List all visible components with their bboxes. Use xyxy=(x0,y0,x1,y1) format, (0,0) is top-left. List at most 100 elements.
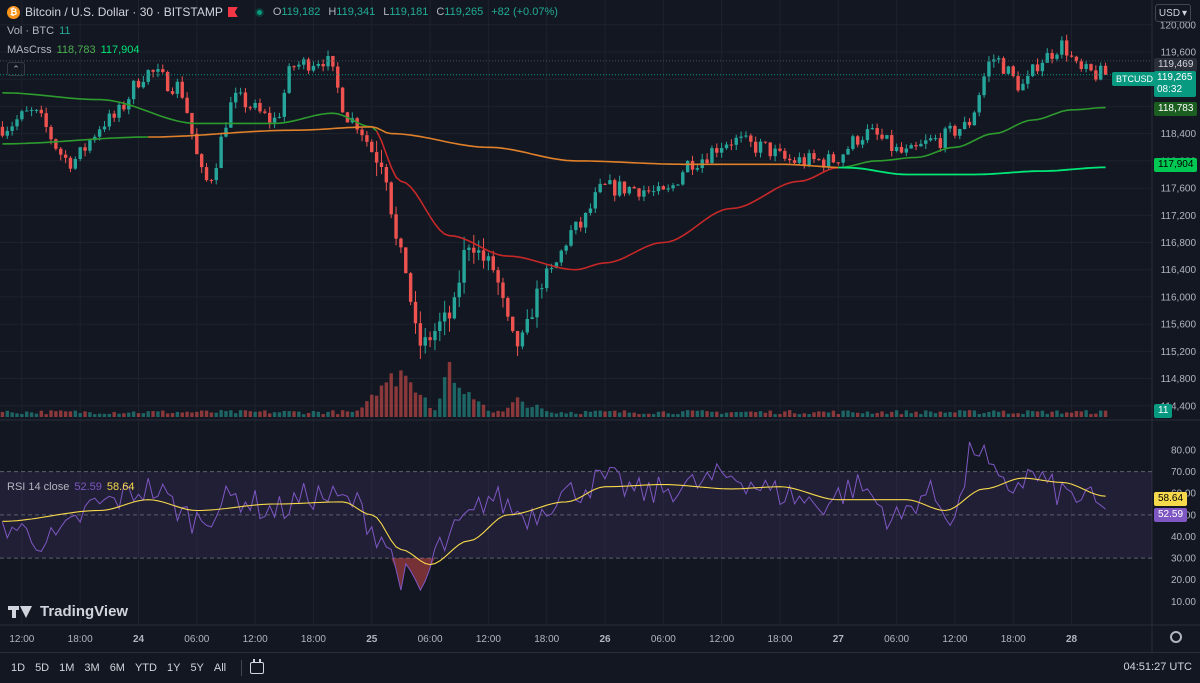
candle-body xyxy=(5,130,9,136)
volume-bar xyxy=(792,413,797,417)
candle-body xyxy=(549,268,554,270)
range-button-5d[interactable]: 5D xyxy=(35,662,50,674)
volume-bar xyxy=(44,414,48,417)
tradingview-logo[interactable]: TradingView xyxy=(8,603,128,620)
volume-bar xyxy=(899,414,904,417)
volume-bar xyxy=(302,414,306,417)
candle-body xyxy=(739,136,743,138)
candle-body xyxy=(374,152,379,163)
candle-body xyxy=(1016,76,1020,91)
volume-bar xyxy=(496,410,500,417)
candle-body xyxy=(209,180,214,182)
ma-slow-line xyxy=(2,136,149,145)
range-button-1m[interactable]: 1M xyxy=(59,662,75,674)
collapse-legend-button[interactable]: ⌃ xyxy=(7,62,25,76)
volume-bar xyxy=(438,398,442,417)
symbol-title[interactable]: Bitcoin / U.S. Dollar · 30 · BITSTAMP xyxy=(25,5,223,19)
volume-bar xyxy=(1001,410,1006,417)
candle-body xyxy=(224,127,228,137)
volume-bar xyxy=(336,414,340,417)
volume-bar xyxy=(141,413,146,417)
candle-body xyxy=(797,157,802,163)
candle-body xyxy=(379,162,384,168)
candle-body xyxy=(778,148,782,151)
candle-body xyxy=(846,148,850,155)
volume-bar xyxy=(632,412,636,417)
candle-body xyxy=(851,136,855,149)
volume-bar xyxy=(209,412,214,417)
ma-fast-line xyxy=(842,106,1106,169)
candle-body xyxy=(841,154,845,163)
range-button-ytd[interactable]: YTD xyxy=(134,662,157,674)
time-tick-label: 18:00 xyxy=(767,634,792,645)
candle-body xyxy=(914,145,918,147)
time-tick-label: 06:00 xyxy=(418,634,443,645)
utc-clock[interactable]: 04:51:27 UTC xyxy=(1123,661,1192,673)
candle-body xyxy=(1026,76,1030,84)
candle-body xyxy=(442,312,447,322)
candle-body xyxy=(180,81,184,98)
range-button-3m[interactable]: 3M xyxy=(84,662,100,674)
candle-body xyxy=(856,136,860,145)
market-status-icon[interactable] xyxy=(254,7,264,17)
volume-bar xyxy=(613,410,617,417)
rsi-legend[interactable]: RSI 14 close 52.59 58.64 xyxy=(7,481,134,493)
time-tick-label: 12:00 xyxy=(476,634,501,645)
volume-bar xyxy=(661,411,666,417)
calendar-icon[interactable] xyxy=(250,659,265,674)
price-chart[interactable]: 120,000119,600119,200118,800118,400118,0… xyxy=(0,0,1200,652)
candle-body xyxy=(472,247,476,253)
ma-cross-legend[interactable]: MAsCrss 118,783 117,904 xyxy=(7,44,140,56)
volume-bar xyxy=(671,414,675,417)
range-button-1d[interactable]: 1D xyxy=(11,662,26,674)
candle-body xyxy=(822,159,826,168)
volume-bar xyxy=(928,411,933,417)
candle-body xyxy=(1069,55,1074,57)
rsi-tag: 52.59 xyxy=(1154,508,1188,522)
candle-body xyxy=(0,126,5,136)
volume-bar xyxy=(885,413,889,417)
gear-icon[interactable] xyxy=(1170,631,1182,643)
candle-body xyxy=(598,183,602,193)
candle-body xyxy=(1045,53,1049,63)
price-tick-label: 115,600 xyxy=(1161,320,1197,331)
range-button-1y[interactable]: 1Y xyxy=(166,662,181,674)
candle-body xyxy=(943,128,947,148)
ohlc-open: O119,182 xyxy=(272,6,321,18)
volume-bar xyxy=(520,401,525,417)
volume-bar xyxy=(647,413,651,417)
time-tick-label: 12:00 xyxy=(9,634,34,645)
candle-body xyxy=(452,297,457,319)
volume-legend[interactable]: Vol · BTC 11 xyxy=(7,25,71,37)
volume-bar xyxy=(846,410,850,417)
volume-bar xyxy=(705,411,709,417)
currency-select[interactable]: USD ▾ xyxy=(1155,4,1191,22)
volume-bar xyxy=(199,410,204,417)
candle-body xyxy=(967,121,972,126)
range-button-all[interactable]: All xyxy=(213,662,227,674)
candle-body xyxy=(719,148,724,153)
candle-body xyxy=(195,133,199,155)
flag-icon[interactable] xyxy=(228,7,238,17)
candle-body xyxy=(282,92,286,117)
candle-body xyxy=(510,316,515,332)
ma-slow-line xyxy=(838,166,1106,176)
volume-bar xyxy=(10,412,14,417)
volume-bar xyxy=(408,382,413,417)
candle-body xyxy=(25,110,29,112)
candle-body xyxy=(564,245,568,251)
ma-fast-line xyxy=(2,92,378,132)
candle-body xyxy=(977,95,981,113)
range-button-6m[interactable]: 6M xyxy=(109,662,125,674)
volume-bar xyxy=(39,410,44,417)
candle-body xyxy=(297,64,301,67)
candle-body xyxy=(642,190,646,197)
range-button-5y[interactable]: 5Y xyxy=(190,662,204,674)
volume-bar xyxy=(943,412,947,417)
volume-bar xyxy=(982,413,986,417)
candle-body xyxy=(783,150,787,159)
volume-bar xyxy=(97,413,102,417)
candle-body xyxy=(175,81,180,94)
candle-body xyxy=(15,119,19,127)
rsi-ma-line xyxy=(2,477,1106,566)
